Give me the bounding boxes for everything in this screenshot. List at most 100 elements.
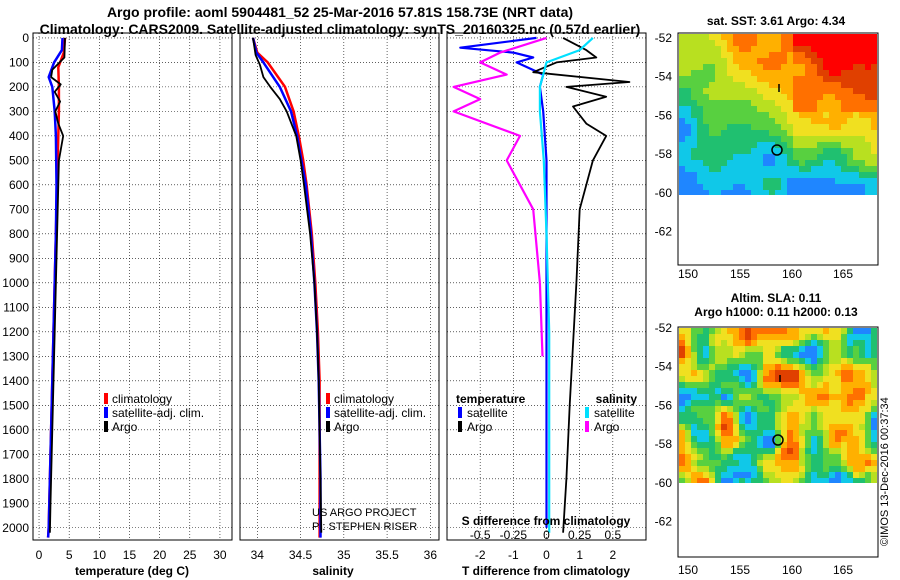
sla-cell [829, 430, 835, 436]
sst-cell [685, 106, 691, 112]
series-line-argo [49, 37, 66, 533]
sst-cell [727, 58, 733, 64]
sst-cell [871, 106, 877, 112]
sst-cell [829, 94, 835, 100]
sla-cell [727, 352, 733, 358]
sla-cell [787, 400, 793, 406]
sst-cell [805, 154, 811, 160]
sst-cell [739, 160, 745, 166]
sst-cell [685, 184, 691, 190]
sst-cell [823, 136, 829, 142]
sst-cell [733, 106, 739, 112]
sla-cell [679, 400, 685, 406]
sla-cell [859, 364, 865, 370]
sla-cell [715, 412, 721, 418]
sst-cell [679, 172, 685, 178]
sst-cell [835, 172, 841, 178]
sla-cell [781, 436, 787, 442]
sla-cell [715, 352, 721, 358]
sst-cell [697, 166, 703, 172]
sst-cell [757, 184, 763, 190]
sla-cell [835, 400, 841, 406]
sla-cell [721, 352, 727, 358]
sla-cell [703, 454, 709, 460]
sst-cell [697, 58, 703, 64]
sst-cell [829, 142, 835, 148]
sla-cell [727, 412, 733, 418]
sst-cell [739, 148, 745, 154]
sla-cell [703, 328, 709, 334]
sla-cell [811, 412, 817, 418]
sst-cell [679, 76, 685, 82]
sst-cell [703, 142, 709, 148]
sst-cell [841, 76, 847, 82]
sla-cell [829, 340, 835, 346]
sst-cell [763, 190, 769, 195]
sla-cell [757, 442, 763, 448]
sla-cell [841, 454, 847, 460]
sla-cell [859, 352, 865, 358]
sst-cell [733, 94, 739, 100]
sst-cell [733, 58, 739, 64]
sla-cell [841, 340, 847, 346]
sst-cell [715, 190, 721, 195]
sst-cell [853, 34, 859, 40]
sst-cell [835, 82, 841, 88]
sst-cell [745, 88, 751, 94]
sla-cell [841, 358, 847, 364]
sst-cell [787, 64, 793, 70]
sla-cell [781, 466, 787, 472]
sla-cell [805, 436, 811, 442]
sst-cell [727, 70, 733, 76]
sst-cell [805, 190, 811, 195]
sla-cell [805, 430, 811, 436]
sst-cell [817, 112, 823, 118]
sla-cell [793, 424, 799, 430]
sla-cell [817, 442, 823, 448]
sla-cell [823, 430, 829, 436]
sla-cell [769, 466, 775, 472]
sst-cell [721, 40, 727, 46]
sla-cell [787, 430, 793, 436]
sla-cell [847, 328, 853, 334]
sst-cell [853, 58, 859, 64]
sla-cell [799, 370, 805, 376]
sla-cell [853, 406, 859, 412]
sla-cell [697, 340, 703, 346]
sst-cell [841, 172, 847, 178]
sst-cell [703, 154, 709, 160]
sst-cell [841, 82, 847, 88]
sla-cell [715, 430, 721, 436]
sla-cell [787, 364, 793, 370]
sst-cell [757, 82, 763, 88]
sla-cell [805, 346, 811, 352]
depth-tick-label: 900 [9, 251, 29, 265]
sst-cell [715, 142, 721, 148]
sst-cell [739, 190, 745, 195]
sst-cell [757, 64, 763, 70]
sla-cell [793, 328, 799, 334]
sla-cell [811, 472, 817, 478]
sla-cell [769, 328, 775, 334]
sla-cell [793, 358, 799, 364]
sst-cell [859, 64, 865, 70]
sst-cell [685, 124, 691, 130]
sst-cell [691, 88, 697, 94]
sla-cell [715, 460, 721, 466]
legend-label-temp-argo: Argo [467, 420, 493, 434]
sst-field [679, 34, 877, 195]
sst-cell [679, 58, 685, 64]
sla-cell [835, 430, 841, 436]
map-lat-tick-label: -60 [655, 476, 673, 490]
sla-cell [757, 424, 763, 430]
sst-cell [781, 58, 787, 64]
sla-cell [751, 448, 757, 454]
sla-cell [763, 388, 769, 394]
salinity-xlabel: salinity [312, 564, 354, 578]
sst-cell [829, 34, 835, 40]
sla-cell [853, 448, 859, 454]
sst-cell [853, 100, 859, 106]
sst-cell [709, 64, 715, 70]
sst-cell [865, 124, 871, 130]
sst-cell [733, 100, 739, 106]
